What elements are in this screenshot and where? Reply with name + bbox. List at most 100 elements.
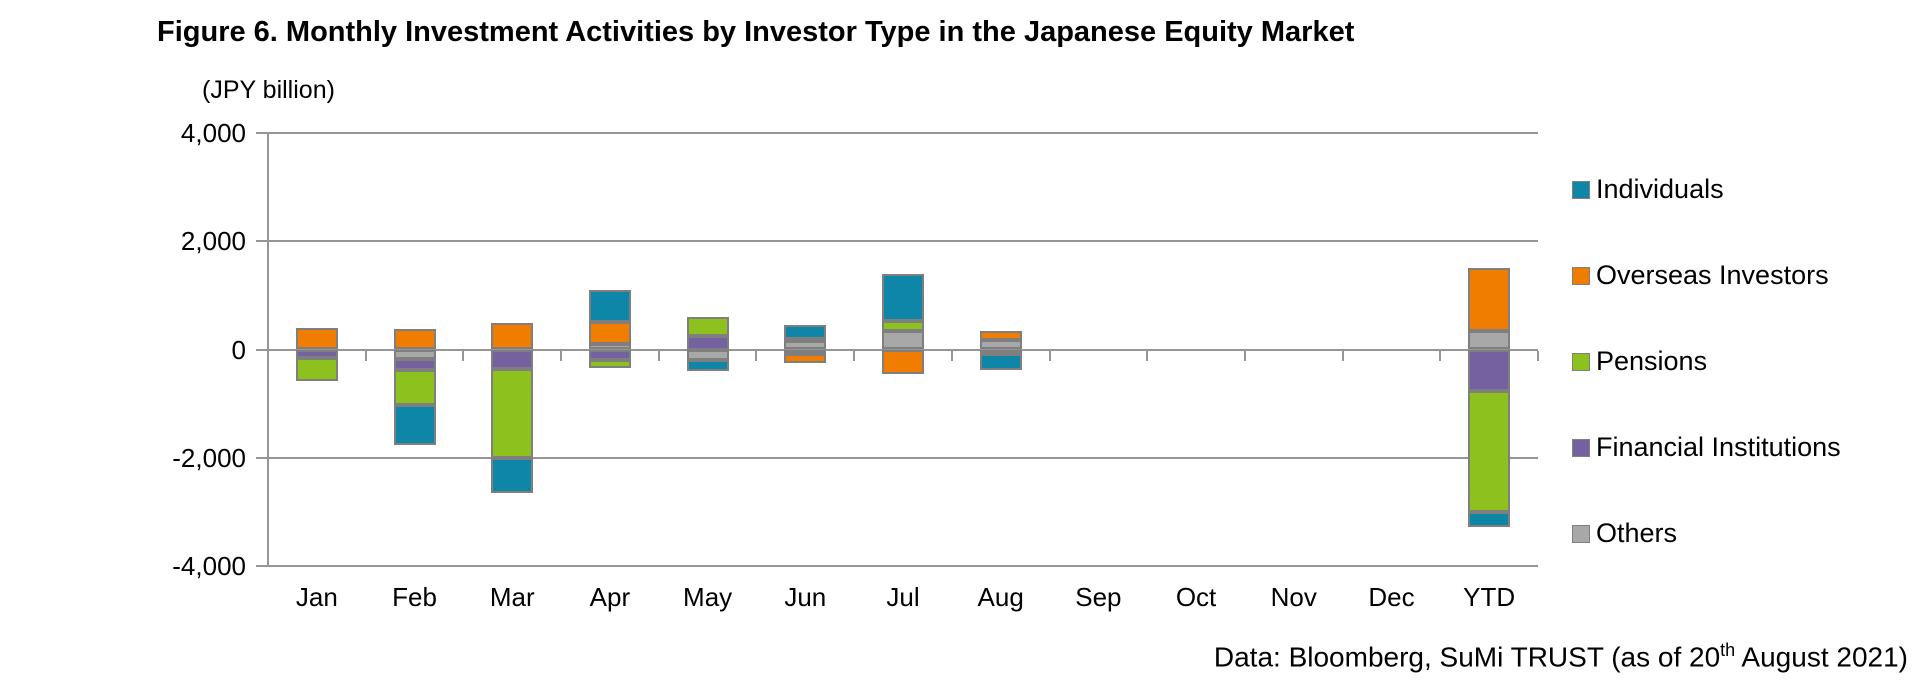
x-axis-tick (950, 350, 953, 361)
x-axis-tick (462, 350, 465, 361)
y-axis-tick (256, 456, 268, 459)
x-axis-label-may: May (683, 582, 733, 612)
source-note-text: Data: Bloomberg, SuMi TRUST (as of 20 (1213, 641, 1721, 673)
bar-segment-individuals-apr (588, 289, 631, 323)
x-axis-label-ytd: YTD (1463, 582, 1516, 612)
bar-segment-individuals-aug (979, 353, 1022, 371)
bar-segment-financial-institutions-ytd (1468, 349, 1511, 391)
bar-segment-financial-institutions-jun (784, 349, 827, 354)
bar-segment-individuals-ytd (1468, 511, 1511, 528)
unit-label: (JPY billion) (202, 76, 335, 104)
legend-swatch-others (1572, 524, 1590, 543)
legend-swatch-financial-institutions (1572, 438, 1590, 457)
bar-segment-overseas-investors-ytd (1468, 268, 1511, 331)
bar-segment-overseas-investors-aug (979, 331, 1022, 341)
bar-segment-pensions-jun (784, 338, 827, 343)
bar-segment-individuals-jun (784, 324, 827, 339)
x-axis-label-dec: Dec (1368, 582, 1415, 612)
x-axis-tick (853, 350, 856, 361)
legend-item-pensions: Pensions (1572, 346, 1707, 377)
x-axis-label-jun: Jun (784, 582, 827, 612)
bar-segment-overseas-investors-feb (393, 329, 436, 350)
x-axis-tick (1048, 350, 1051, 361)
bar-segment-pensions-ytd (1468, 390, 1511, 512)
gridline--2,000 (268, 456, 1538, 459)
bar-segment-financial-institutions-feb (393, 358, 436, 370)
bar-segment-overseas-investors-mar (491, 322, 534, 350)
x-axis-label-feb: Feb (392, 582, 437, 612)
legend-label: Individuals (1596, 174, 1724, 204)
gridline-2,000 (268, 240, 1538, 243)
x-axis-label-aug: Aug (977, 582, 1024, 612)
legend-label: Financial Institutions (1596, 432, 1841, 462)
legend-item-others: Others (1572, 518, 1677, 549)
x-axis-tick (657, 350, 660, 361)
y-axis-label: -4,000 (172, 551, 246, 581)
bar-segment-others-apr (588, 344, 631, 350)
x-axis-tick (1341, 350, 1344, 361)
bar-segment-overseas-investors-apr (588, 322, 631, 345)
figure-title: Figure 6. Monthly Investment Activities … (157, 16, 1355, 48)
legend-swatch-overseas-investors (1572, 266, 1590, 285)
legend-label: Pensions (1596, 346, 1708, 376)
legend-label: Others (1596, 518, 1678, 548)
bar-segment-individuals-feb (393, 404, 436, 446)
bar-segment-financial-institutions-may (686, 335, 729, 350)
bar-segment-individuals-jul (882, 274, 924, 322)
y-axis-tick (256, 565, 268, 567)
bar-segment-overseas-investors-jan (295, 327, 338, 350)
y-axis-tick (256, 240, 268, 243)
legend-item-individuals: Individuals (1572, 174, 1724, 205)
bar-segment-financial-institutions-apr (588, 349, 631, 361)
x-axis-label-sep: Sep (1075, 582, 1122, 612)
bar-segment-others-may (686, 349, 729, 360)
x-axis-label-jul: Jul (886, 582, 920, 612)
x-axis-label-mar: Mar (489, 582, 535, 612)
x-axis-tick (560, 350, 563, 361)
x-axis-tick (1439, 350, 1442, 361)
x-axis-label-nov: Nov (1270, 582, 1317, 612)
y-axis-label: -2,000 (172, 442, 246, 473)
y-axis-line (267, 132, 269, 567)
x-axis-tick (755, 350, 758, 361)
bar-segment-individuals-may (686, 359, 729, 371)
bar-segment-individuals-mar (491, 458, 534, 494)
bar-segment-financial-institutions-aug (979, 349, 1022, 354)
y-axis-label: 4,000 (180, 118, 246, 148)
bar-segment-others-feb (393, 349, 436, 359)
y-axis-label: 0 (231, 334, 246, 365)
bar-segment-overseas-investors-jun (784, 353, 827, 364)
x-axis-tick (1243, 350, 1246, 361)
legend-item-financial-institutions: Financial Institutions (1572, 432, 1841, 463)
legend-swatch-individuals (1572, 180, 1590, 199)
bar-segment-others-aug (979, 340, 1022, 350)
y-axis-tick (256, 132, 268, 134)
gridline--4,000 (268, 565, 1538, 567)
y-axis-label: 2,000 (180, 226, 246, 257)
bar-segment-pensions-jul (882, 321, 924, 331)
bar-segment-pensions-jan (295, 357, 338, 381)
source-note-suffix: August 2021) (1735, 641, 1908, 673)
x-axis-tick (267, 350, 269, 361)
x-axis-tick (1146, 350, 1149, 361)
bar-segment-pensions-may (686, 317, 729, 336)
bar-segment-pensions-apr (588, 360, 631, 369)
y-axis-tick (256, 348, 268, 351)
gridline-4,000 (268, 132, 1538, 134)
legend-item-overseas-investors: Overseas Investors (1572, 260, 1829, 291)
bar-segment-pensions-feb (393, 369, 436, 405)
bar-segment-pensions-mar (491, 368, 534, 459)
bar-segment-others-jul (882, 330, 924, 350)
bar-segment-others-ytd (1468, 330, 1511, 350)
x-axis-label-jan: Jan (295, 582, 338, 612)
x-axis-tick (1537, 350, 1539, 361)
source-note: Data: Bloomberg, SuMi TRUST (as of 20th … (1214, 640, 1908, 673)
legend-swatch-pensions (1572, 352, 1590, 371)
bar-segment-financial-institutions-mar (491, 349, 534, 369)
source-note-superscript: th (1720, 640, 1736, 660)
bar-segment-financial-institutions-jan (295, 349, 338, 358)
bar-segment-overseas-investors-jul (882, 349, 924, 374)
x-axis-label-apr: Apr (589, 582, 631, 612)
x-axis-tick (364, 350, 367, 361)
